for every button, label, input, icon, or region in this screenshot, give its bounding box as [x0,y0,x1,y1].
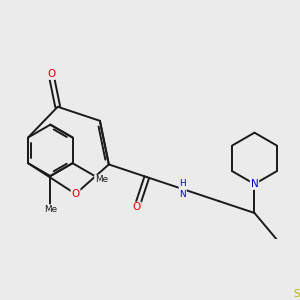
Text: O: O [133,202,141,212]
Text: O: O [47,69,55,79]
Text: Me: Me [95,176,108,184]
Text: Me: Me [44,205,57,214]
Text: H
N: H N [179,179,186,199]
Text: O: O [71,189,80,199]
Text: S: S [293,289,300,298]
Text: N: N [250,179,258,189]
